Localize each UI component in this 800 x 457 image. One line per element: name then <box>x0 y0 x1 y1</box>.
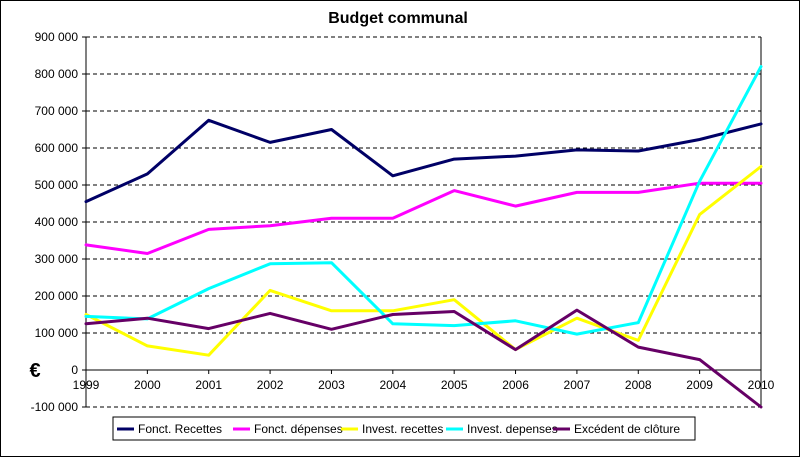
legend: Fonct. Recettes Fonct. dépenses Invest. re… <box>112 416 696 441</box>
x-tick-label: 2003 <box>318 378 345 392</box>
y-tick-label: 100 000 <box>35 326 79 340</box>
x-tick-label: 2000 <box>134 378 161 392</box>
legend-box <box>112 416 696 441</box>
chart-title: Budget communal <box>328 10 468 27</box>
y-tick-labels: -100 000 0 100 000 200 000 300 000 400 000 500… <box>31 30 79 414</box>
grid <box>86 36 761 408</box>
y-tick-label: -100 000 <box>31 400 79 414</box>
series-lines <box>84 65 763 409</box>
axes <box>82 36 762 408</box>
legend-label-fonct-recettes: Fonct. Recettes <box>138 422 222 436</box>
y-axis-currency-label: € <box>29 360 40 382</box>
x-tick-label: 2005 <box>441 378 468 392</box>
x-tick-label: 1999 <box>73 378 100 392</box>
legend-label-invest-recettes: Invest. recettes <box>362 422 443 436</box>
y-tick-label: 500 000 <box>35 178 79 192</box>
series-line-excedent-de-cloture <box>84 308 763 409</box>
x-tick-label: 2007 <box>564 378 591 392</box>
x-tick-label: 2002 <box>257 378 284 392</box>
series-line-fonct-depenses <box>84 181 763 255</box>
series-line-invest-recettes <box>84 165 763 357</box>
x-tick-label: 2004 <box>379 378 406 392</box>
x-tick-label: 2009 <box>686 378 713 392</box>
x-tick-label: 2010 <box>748 378 775 392</box>
legend-label-invest-depenses: Invest. depenses <box>467 422 558 436</box>
y-tick-label: 700 000 <box>35 104 79 118</box>
x-tick-labels: 1999 2000 2001 2002 2003 2004 2005 2006 2007 2008… <box>73 378 775 392</box>
x-tick-label: 2008 <box>625 378 652 392</box>
series-line-invest-depenses <box>84 65 763 336</box>
legend-label-fonct-depenses: Fonct. dépenses <box>254 422 343 436</box>
y-tick-label: 200 000 <box>35 289 79 303</box>
legend-label-excedent-de-cloture: Excédent de clôture <box>574 422 680 436</box>
y-tick-label: 300 000 <box>35 252 79 266</box>
x-tick-label: 2006 <box>502 378 529 392</box>
y-tick-label: 900 000 <box>35 30 79 44</box>
series-line-fonct-recettes <box>84 118 763 204</box>
y-tick-label: 0 <box>71 363 78 377</box>
x-tick-label: 2001 <box>195 378 222 392</box>
y-tick-label: 800 000 <box>35 67 79 81</box>
y-tick-label: 400 000 <box>35 215 79 229</box>
y-tick-label: 600 000 <box>35 141 79 155</box>
